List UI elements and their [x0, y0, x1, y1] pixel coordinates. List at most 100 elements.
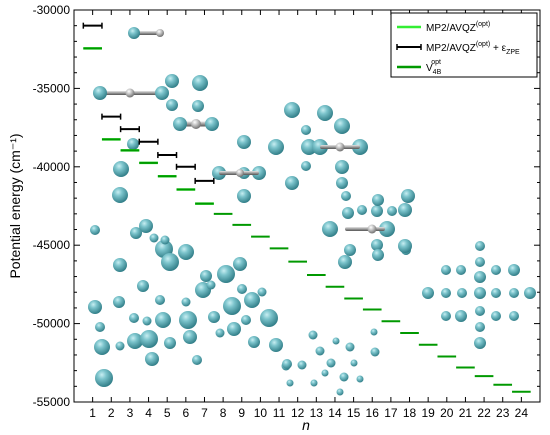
plot-frame	[73, 9, 541, 403]
helium-atom	[456, 265, 466, 275]
helium-atom	[335, 160, 349, 174]
helium-atom	[155, 295, 165, 305]
helium-atom	[509, 288, 519, 298]
helium-atom	[139, 219, 153, 233]
helium-atom	[398, 239, 412, 253]
legend-sup: opt	[431, 59, 441, 66]
helium-atom	[301, 139, 317, 155]
helium-atom	[165, 74, 179, 88]
legend-sub: ZPE	[506, 49, 520, 56]
helium-atom	[301, 161, 311, 171]
helium-atom	[112, 187, 128, 203]
helium-atom	[475, 306, 485, 316]
helium-atom	[237, 135, 251, 149]
helium-atom	[129, 313, 139, 323]
x-tick-label: 3	[127, 406, 134, 420]
x-tick-label: 13	[310, 406, 324, 420]
helium-atom	[308, 330, 318, 340]
helium-atom	[88, 300, 102, 314]
helium-atom	[183, 330, 197, 344]
helium-atom	[181, 297, 191, 307]
helium-atom	[474, 287, 486, 299]
helium-atom	[192, 75, 208, 91]
helium-atom	[441, 311, 451, 321]
x-tick-label: 4	[145, 406, 152, 420]
helium-atom	[474, 271, 486, 283]
helium-atom	[205, 117, 219, 131]
helium-atom	[284, 102, 300, 118]
helium-atom	[491, 288, 501, 298]
helium-atom	[474, 337, 486, 349]
helium-atom	[166, 99, 178, 111]
helium-atom	[244, 292, 260, 308]
x-tick-label: 9	[238, 406, 245, 420]
helium-atom	[269, 338, 283, 352]
helium-atom	[95, 369, 113, 387]
helium-atom	[233, 257, 247, 271]
helium-atom	[113, 258, 127, 272]
helium-atom	[491, 311, 501, 321]
y-tick-label: -55000	[33, 395, 71, 409]
helium-atom	[155, 86, 169, 100]
helium-atom	[372, 194, 384, 206]
helium-atom	[336, 388, 344, 396]
helium-atom	[371, 205, 383, 217]
helium-atom	[310, 379, 318, 387]
helium-atom	[332, 337, 340, 345]
helium-atom	[90, 225, 100, 235]
helium-atom	[372, 249, 384, 261]
helium-atom	[422, 287, 434, 299]
x-tick-label: 22	[477, 406, 491, 420]
helium-atom	[128, 27, 140, 39]
helium-atom	[178, 244, 194, 260]
hydrogen-atom	[335, 142, 345, 152]
legend-text: MP2/AVQZ	[426, 23, 476, 34]
legend-after: + ε	[490, 43, 506, 54]
helium-atom	[285, 176, 299, 190]
legend-text: V	[426, 63, 433, 74]
helium-atom	[321, 369, 329, 377]
helium-atom	[227, 322, 241, 336]
y-tick-label: -40000	[33, 160, 71, 174]
helium-atom	[127, 138, 139, 150]
helium-atom	[127, 333, 143, 349]
hydrogen-atom	[125, 88, 135, 98]
legend-label-zpe: MP2/AVQZ(opt) + εZPE	[426, 41, 520, 56]
x-tick-label: 11	[273, 406, 286, 420]
helium-atom	[145, 352, 159, 366]
helium-atom	[192, 355, 202, 365]
x-tick-label: 23	[496, 406, 510, 420]
helium-atom	[401, 189, 415, 203]
h2-bond	[134, 31, 160, 35]
helium-atom	[301, 125, 311, 135]
helium-atom	[173, 117, 187, 131]
helium-atom	[297, 360, 307, 370]
legend-sup: (opt)	[476, 21, 490, 28]
x-tick-label: 19	[421, 406, 435, 420]
legend-text: MP2/AVQZ	[426, 43, 476, 54]
x-tick-label: 16	[366, 406, 380, 420]
helium-atom	[341, 191, 351, 201]
cluster-structure-images	[88, 27, 536, 396]
x-tick-label: 8	[220, 406, 227, 420]
helium-atom	[179, 311, 197, 329]
helium-atom	[344, 244, 356, 256]
y-tick-label: -50000	[33, 317, 71, 331]
y-tick-label: -30000	[33, 3, 71, 17]
helium-atom	[113, 296, 125, 308]
helium-atom	[441, 265, 451, 275]
legend-sup: (opt)	[476, 41, 490, 48]
legend-label-v4b: V4B opt	[426, 59, 442, 76]
x-tick-label: 17	[384, 406, 398, 420]
helium-atom	[140, 330, 158, 348]
helium-atom	[457, 288, 467, 298]
helium-atom	[387, 206, 397, 216]
helium-atom	[223, 297, 241, 315]
h2-bond	[345, 227, 385, 231]
helium-atom	[142, 316, 152, 326]
helium-atom	[164, 337, 176, 349]
helium-atom	[350, 359, 358, 367]
helium-atom	[206, 280, 216, 290]
